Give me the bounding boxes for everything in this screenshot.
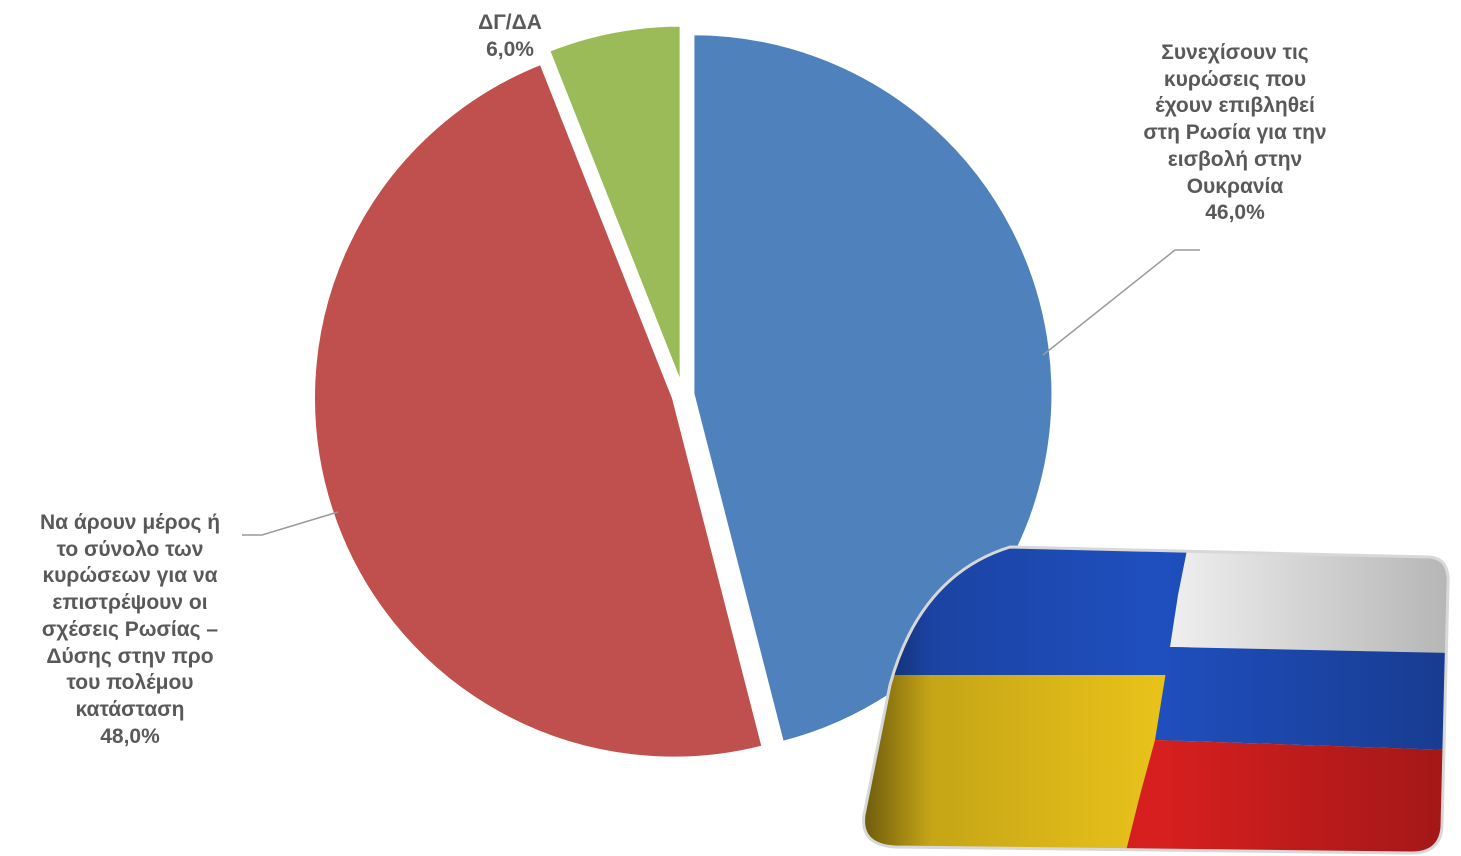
label-line: Να άρουν μέρος ή (39, 511, 221, 534)
label-line: κυρώσεων για να (42, 564, 218, 588)
label-line: κατάσταση (75, 697, 185, 721)
leader-lines (242, 249, 1200, 536)
leader-line-continue-sanctions (1042, 249, 1200, 356)
pie-slice-lift-sanctions (312, 61, 765, 760)
label-line: ΔΓ/ΔΑ (478, 11, 542, 34)
leader-line-lift-sanctions (242, 511, 339, 536)
slice-value-label: 46,0% (1205, 201, 1265, 225)
slice-label-dont-know: ΔΓ/ΔΑ 6,0% (430, 10, 590, 63)
slice-label-continue-sanctions: Συνεχίσουν τις κυρώσεις που έχουν επιβλη… (1105, 40, 1365, 227)
label-line: το σύνολο των (56, 537, 204, 561)
slice-value-label: 6,0% (486, 37, 534, 61)
label-line: του πολέμου (66, 671, 194, 695)
ukraine-russia-flags-image (862, 545, 1450, 855)
flag-border (862, 545, 1450, 855)
label-line: εισβολή στην (1167, 147, 1303, 171)
label-line: στη Ρωσία για την (1143, 121, 1327, 145)
label-line: Δύσης στην προ (46, 644, 214, 668)
flag-shading (863, 547, 1449, 853)
slice-label-lift-sanctions: Να άρουν μέρος ή το σύνολο των κυρώσεων … (10, 510, 250, 750)
label-line: Συνεχίσουν τις (1161, 41, 1309, 64)
label-line: Ουκρανία (1186, 174, 1284, 198)
label-line: επιστρέψουν οι (52, 591, 208, 615)
pie-slice-dont-know (546, 23, 683, 386)
label-line: κυρώσεις που (1163, 67, 1307, 91)
pie-slices (312, 23, 1055, 760)
slice-value-label: 48,0% (100, 724, 160, 748)
label-line: σχέσεις Ρωσίας – (41, 617, 219, 641)
label-line: έχουν επιβληθεί (1155, 94, 1315, 118)
